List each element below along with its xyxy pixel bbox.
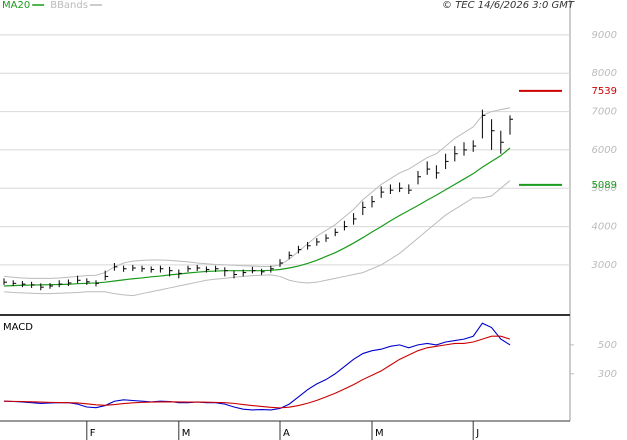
- panel-title: MACD: [3, 322, 33, 333]
- ma-line: [3, 147, 511, 287]
- y-tick-label: 300: [598, 369, 617, 380]
- y-tick-label: 500: [598, 340, 617, 351]
- y-tick-label: 3000: [592, 260, 617, 271]
- y-tick-label: 9000: [592, 30, 617, 41]
- x-tick-label: A: [283, 428, 290, 439]
- level-label: 5089: [592, 180, 617, 191]
- y-tick-label: 6000: [592, 145, 617, 156]
- legend-label: BBands: [50, 0, 88, 11]
- legend-label: MA20: [2, 0, 30, 11]
- x-tick-label: F: [90, 428, 96, 439]
- bband-lower: [3, 180, 511, 297]
- y-tick-label: 5000: [592, 183, 617, 194]
- bband-upper: [3, 107, 511, 279]
- x-tick-label: M: [182, 428, 191, 439]
- y-tick-label: 8000: [592, 68, 617, 79]
- x-tick-label: J: [475, 428, 479, 439]
- chart-title: © TEC 14/6/2026 3:0 GMT: [442, 0, 575, 11]
- y-tick-label: 7000: [592, 107, 617, 118]
- y-tick-label: 4000: [592, 222, 617, 233]
- macd-line: [3, 335, 511, 409]
- macd-line: [3, 322, 511, 411]
- x-tick-label: M: [375, 428, 384, 439]
- level-label: 7539: [592, 86, 617, 97]
